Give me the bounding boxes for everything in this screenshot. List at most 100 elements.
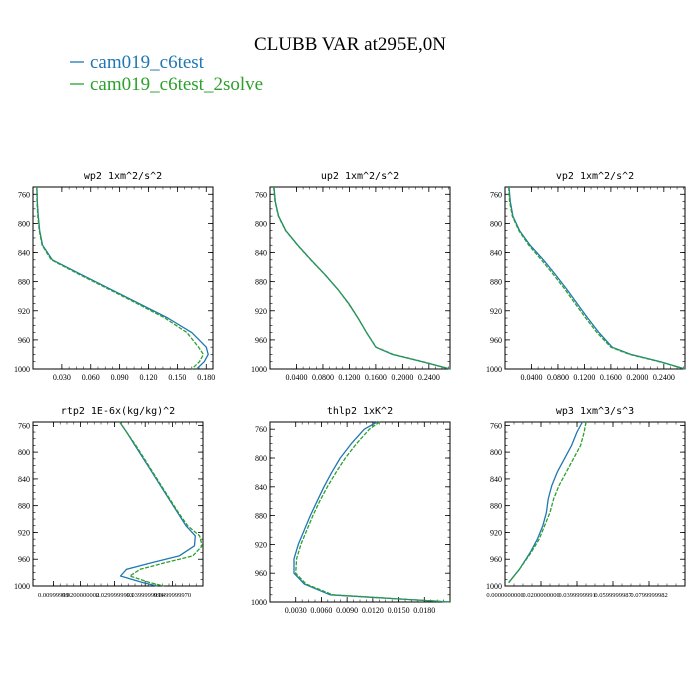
- x-tick-label: 0.180: [197, 373, 215, 382]
- y-tick-label: 840: [490, 475, 502, 484]
- series-line-2: [272, 186, 451, 370]
- panel-title: thlp2 1xK^2: [327, 406, 393, 417]
- x-tick-label: 0.0599999987: [594, 592, 632, 599]
- x-tick-label: 0.2000: [626, 373, 648, 382]
- panel-4: rtp2 1E-6x(kg/kg)^2 760 800 840 880 920 960 100…: [14, 406, 204, 599]
- plot-frame: [504, 186, 686, 370]
- y-tick-label: 1000: [14, 365, 30, 374]
- x-tick-label: 0.0000000000: [486, 592, 523, 599]
- panel-6: wp3 1xm^3/s^3 760 800 840 880 920 960 10000.000…: [486, 406, 686, 599]
- y-tick-label: 760: [490, 190, 502, 199]
- y-tick-label: 920: [18, 307, 30, 316]
- series-line-1: [293, 421, 451, 603]
- y-tick-label: 1000: [486, 365, 502, 374]
- panel-2: up2 1xm^2/s^2 760 800 840 880 920 960 1000 0.040…: [251, 171, 451, 382]
- y-tick-label: 880: [255, 278, 267, 287]
- panel-3: vp2 1xm^2/s^2 760 800 840 880 920 960 1000 0.040…: [486, 171, 686, 382]
- series-line-1: [508, 186, 686, 370]
- x-tick-label: 0.0060: [310, 606, 332, 615]
- x-tick-label: 0.0800: [312, 373, 334, 382]
- y-tick-label: 880: [18, 502, 30, 511]
- y-tick-label: 960: [490, 336, 502, 345]
- panel-title: wp2 1xm^2/s^2: [84, 171, 162, 182]
- series-line-2: [508, 421, 587, 584]
- panel-title: wp3 1xm^3/s^3: [556, 406, 634, 417]
- series-line-2: [507, 186, 686, 370]
- x-tick-label: 0.0299999993: [96, 592, 133, 599]
- y-tick-label: 760: [255, 425, 267, 434]
- y-tick-label: 800: [255, 454, 267, 463]
- x-tick-label: 0.120: [140, 373, 158, 382]
- y-tick-label: 800: [255, 219, 267, 228]
- series-line-1: [119, 421, 196, 587]
- x-tick-label: 0.1600: [600, 373, 622, 382]
- x-tick-label: 0.1200: [338, 373, 360, 382]
- x-tick-label: 0.0799999982: [630, 592, 667, 599]
- x-tick-label: 0.1600: [365, 373, 387, 382]
- y-tick-label: 960: [18, 336, 30, 345]
- y-tick-label: 840: [255, 483, 267, 492]
- y-tick-label: 800: [18, 219, 30, 228]
- x-tick-label: 0.0399999991: [127, 592, 164, 599]
- series-line-2: [119, 421, 203, 587]
- y-tick-label: 840: [18, 475, 30, 484]
- x-tick-label: 0.2400: [418, 373, 440, 382]
- figure-title: CLUBB VAR at295E,0N: [254, 34, 446, 55]
- x-tick-label: 0.0499999970: [154, 592, 191, 599]
- series-line-1: [36, 186, 209, 370]
- plot-frame: [32, 186, 214, 370]
- y-tick-label: 960: [255, 569, 267, 578]
- y-tick-label: 840: [490, 249, 502, 258]
- y-tick-label: 800: [490, 219, 502, 228]
- plot-frame: [269, 186, 451, 370]
- y-tick-label: 920: [255, 540, 267, 549]
- y-tick-label: 880: [255, 512, 267, 521]
- plot-frame: [504, 421, 686, 587]
- y-tick-label: 920: [490, 307, 502, 316]
- series-line-2: [36, 186, 205, 370]
- panel-title: rtp2 1E-6x(kg/kg)^2: [61, 406, 175, 417]
- plot-frame: [32, 421, 204, 587]
- y-tick-label: 920: [490, 528, 502, 537]
- x-tick-label: 0.0200000000: [522, 592, 559, 599]
- x-tick-label: 0.0180: [413, 606, 435, 615]
- series-line-1: [508, 421, 583, 584]
- y-tick-label: 800: [18, 448, 30, 457]
- x-tick-label: 0.030: [53, 373, 71, 382]
- y-tick-label: 760: [255, 190, 267, 199]
- x-tick-label: 0.0120: [362, 606, 384, 615]
- x-tick-label: 0.2400: [653, 373, 675, 382]
- x-tick-label: 0.0399999991: [558, 592, 595, 599]
- y-tick-label: 960: [255, 336, 267, 345]
- x-tick-label: 0.1200: [573, 373, 595, 382]
- x-tick-label: 0.0150: [388, 606, 410, 615]
- x-tick-label: 0.0030: [285, 606, 307, 615]
- y-tick-label: 880: [490, 502, 502, 511]
- y-tick-label: 800: [490, 448, 502, 457]
- panel-1: wp2 1xm^2/s^2 760 800 840 880 920 960 1000 0.030…: [14, 171, 215, 382]
- x-tick-label: 0.0800: [547, 373, 569, 382]
- legend-label-2: cam019_c6test_2solve: [90, 74, 263, 95]
- panel-title: up2 1xm^2/s^2: [321, 171, 399, 182]
- legend-label-1: cam019_c6test: [90, 52, 205, 73]
- y-tick-label: 880: [18, 278, 30, 287]
- x-tick-label: 0.00999999: [38, 592, 69, 599]
- x-tick-label: 0.0090: [336, 606, 358, 615]
- y-tick-label: 1000: [486, 582, 502, 591]
- x-tick-label: 0.090: [111, 373, 129, 382]
- x-tick-label: 0.150: [168, 373, 186, 382]
- y-tick-label: 920: [18, 528, 30, 537]
- x-tick-label: 0.0400: [520, 373, 542, 382]
- series-line-2: [295, 421, 451, 603]
- panel-title: vp2 1xm^2/s^2: [556, 171, 634, 182]
- y-tick-label: 920: [255, 307, 267, 316]
- series-line-1: [273, 186, 451, 370]
- x-tick-label: 0.0200000002: [62, 592, 99, 599]
- y-tick-label: 760: [18, 190, 30, 199]
- y-tick-label: 760: [490, 421, 502, 430]
- y-tick-label: 840: [18, 249, 30, 258]
- y-tick-label: 760: [18, 421, 30, 430]
- x-tick-label: 0.2000: [391, 373, 413, 382]
